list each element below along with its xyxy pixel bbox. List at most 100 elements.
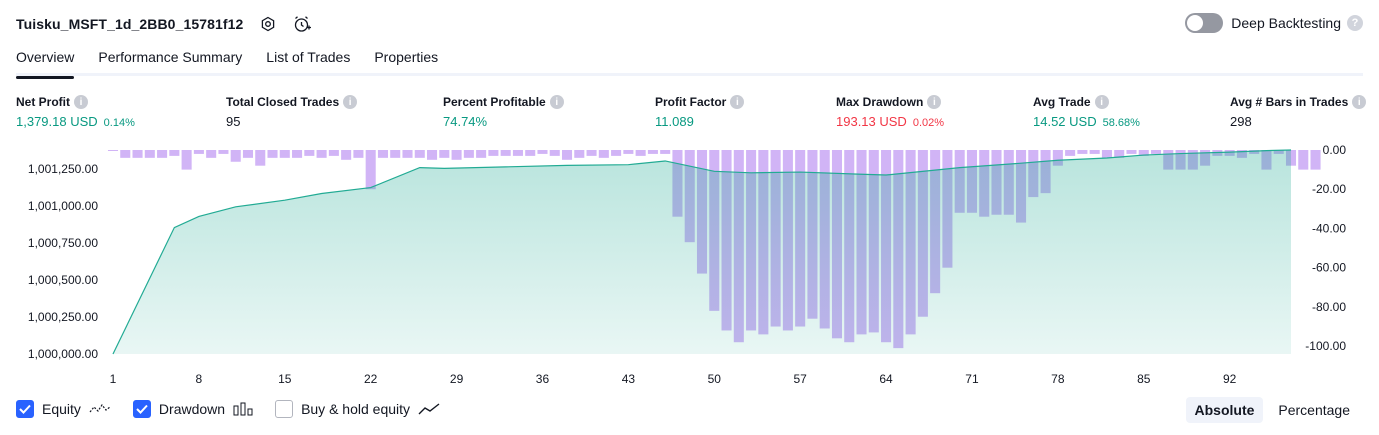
tab-properties[interactable]: Properties	[374, 49, 439, 65]
percentage-button[interactable]: Percentage	[1278, 402, 1350, 418]
drawdown-bar	[451, 150, 462, 160]
drawdown-bar	[512, 150, 523, 156]
drawdown-bar	[341, 150, 352, 160]
info-icon[interactable]: i	[549, 95, 564, 109]
left-axis-tick: 1,000,250.00	[28, 310, 98, 324]
metric-percent: 0.14%	[103, 117, 135, 129]
legend-label: Buy & hold equity	[301, 401, 411, 417]
right-axis-tick: -80.00	[1312, 300, 1346, 314]
metric-value: 95	[226, 114, 241, 129]
x-axis-tick: 1	[110, 372, 117, 386]
tab-performance-summary[interactable]: Performance Summary	[98, 49, 243, 65]
right-axis-tick: -20.00	[1312, 182, 1346, 196]
equity-drawdown-chart[interactable]: 1,000,000.00 1,000,250.00 1,000,500.00 1,00…	[0, 138, 1379, 390]
drawdown-bar	[353, 150, 364, 158]
metric-total-closed-trades: Total Closed Trades i 95	[226, 94, 358, 129]
drawdown-bar	[206, 150, 217, 158]
drawdown-bar	[390, 150, 401, 158]
drawdown-bar	[169, 150, 180, 156]
metric-value: 74.74%	[443, 114, 488, 129]
drawdown-bar	[292, 150, 303, 158]
drawdown-bar	[377, 150, 388, 158]
drawdown-bar	[611, 150, 622, 156]
drawdown-bar	[181, 150, 192, 170]
left-axis-tick: 1,000,000.00	[28, 347, 98, 361]
drawdown-bar	[279, 150, 290, 158]
metric-label: Avg # Bars in Trades	[1230, 95, 1349, 109]
info-icon[interactable]: i	[730, 95, 745, 109]
metric-value: 193.13 USD	[836, 114, 907, 129]
drawdown-bar	[488, 150, 499, 156]
drawdown-bar	[1310, 150, 1321, 170]
info-icon[interactable]: i	[343, 95, 358, 109]
drawdown-bar	[476, 150, 487, 158]
drawdown-bar	[1138, 150, 1149, 156]
metric-value: 11.089	[655, 114, 694, 129]
drawdown-bar	[1101, 150, 1112, 158]
drawdown-bar	[561, 150, 573, 160]
chart-legend: Equity Drawdown Buy & hold equity	[16, 400, 462, 418]
drawdown-bar	[1114, 150, 1125, 158]
drawdown-bar	[242, 150, 254, 158]
drawdown-bar	[230, 150, 241, 162]
metric-percent: 58.68%	[1102, 117, 1140, 129]
drawdown-bar	[107, 150, 119, 151]
drawdown-bar	[549, 150, 560, 156]
metric-value: 1,379.18 USD	[16, 114, 98, 129]
line-chart-icon	[418, 402, 440, 416]
x-axis-tick: 57	[793, 372, 807, 386]
right-axis: 0.00 -20.00 -40.00 -60.00 -80.00 -100.00	[1305, 143, 1346, 353]
x-axis-tick: 22	[364, 372, 378, 386]
legend-equity[interactable]: Equity	[16, 400, 111, 418]
absolute-button[interactable]: Absolute	[1185, 397, 1264, 423]
alarm-clock-plus-icon[interactable]	[293, 15, 312, 33]
metric-label: Max Drawdown	[836, 95, 924, 109]
equity-line-icon	[89, 402, 111, 416]
settings-gear-icon[interactable]	[259, 15, 277, 33]
drawdown-bar	[193, 150, 204, 154]
metric-net-profit: Net Profit i 1,379.18 USD 0.14%	[16, 94, 135, 129]
drawdown-bar	[463, 150, 474, 158]
drawdown-bar	[1052, 150, 1063, 166]
deep-backtesting-label: Deep Backtesting	[1231, 15, 1341, 31]
info-icon[interactable]: i	[74, 95, 88, 109]
legend-buy-hold[interactable]: Buy & hold equity	[275, 400, 440, 418]
info-icon[interactable]: i	[927, 95, 942, 109]
help-icon[interactable]: ?	[1347, 15, 1363, 31]
drawdown-bar	[1126, 150, 1137, 154]
deep-backtesting-toggle[interactable]	[1185, 13, 1224, 33]
drawdown-bar	[623, 150, 634, 154]
drawdown-bar	[402, 150, 413, 158]
deep-backtesting: Deep Backtesting ?	[1185, 13, 1363, 33]
drawdown-bar	[598, 150, 609, 158]
equity-line	[112, 149, 1292, 355]
info-icon[interactable]: i	[1352, 95, 1367, 109]
equity-checkbox[interactable]	[16, 400, 34, 418]
tab-list-of-trades[interactable]: List of Trades	[266, 49, 351, 65]
drawdown-checkbox[interactable]	[132, 400, 151, 418]
drawdown-bar	[414, 150, 425, 158]
x-axis-tick: 15	[278, 372, 292, 386]
bar-chart-icon	[233, 402, 253, 416]
x-axis: 1 8 15 22 29 36 43 50 57 64 71 78 85 92	[110, 372, 1237, 386]
metric-value: 14.52 USD	[1033, 114, 1097, 129]
drawdown-bar	[157, 150, 168, 158]
buy-hold-checkbox[interactable]	[275, 400, 294, 418]
left-axis-tick: 1,000,500.00	[28, 273, 98, 287]
info-icon[interactable]: i	[1094, 95, 1109, 109]
equity-area	[113, 150, 1291, 354]
left-axis-tick: 1,001,250.00	[28, 162, 98, 176]
legend-drawdown[interactable]: Drawdown	[132, 400, 253, 418]
x-axis-tick: 43	[622, 372, 636, 386]
right-axis-tick: -40.00	[1312, 221, 1346, 235]
drawdown-bar	[660, 150, 671, 154]
x-axis-tick: 8	[196, 372, 203, 386]
tab-overview[interactable]: Overview	[16, 46, 75, 79]
drawdown-bar	[304, 150, 315, 156]
metric-label: Avg Trade	[1033, 95, 1091, 109]
drawdown-bar	[328, 150, 339, 156]
drawdown-bar	[635, 150, 646, 156]
x-axis-tick: 85	[1137, 372, 1151, 386]
drawdown-bar	[218, 150, 229, 154]
metric-label: Percent Profitable	[443, 95, 546, 109]
